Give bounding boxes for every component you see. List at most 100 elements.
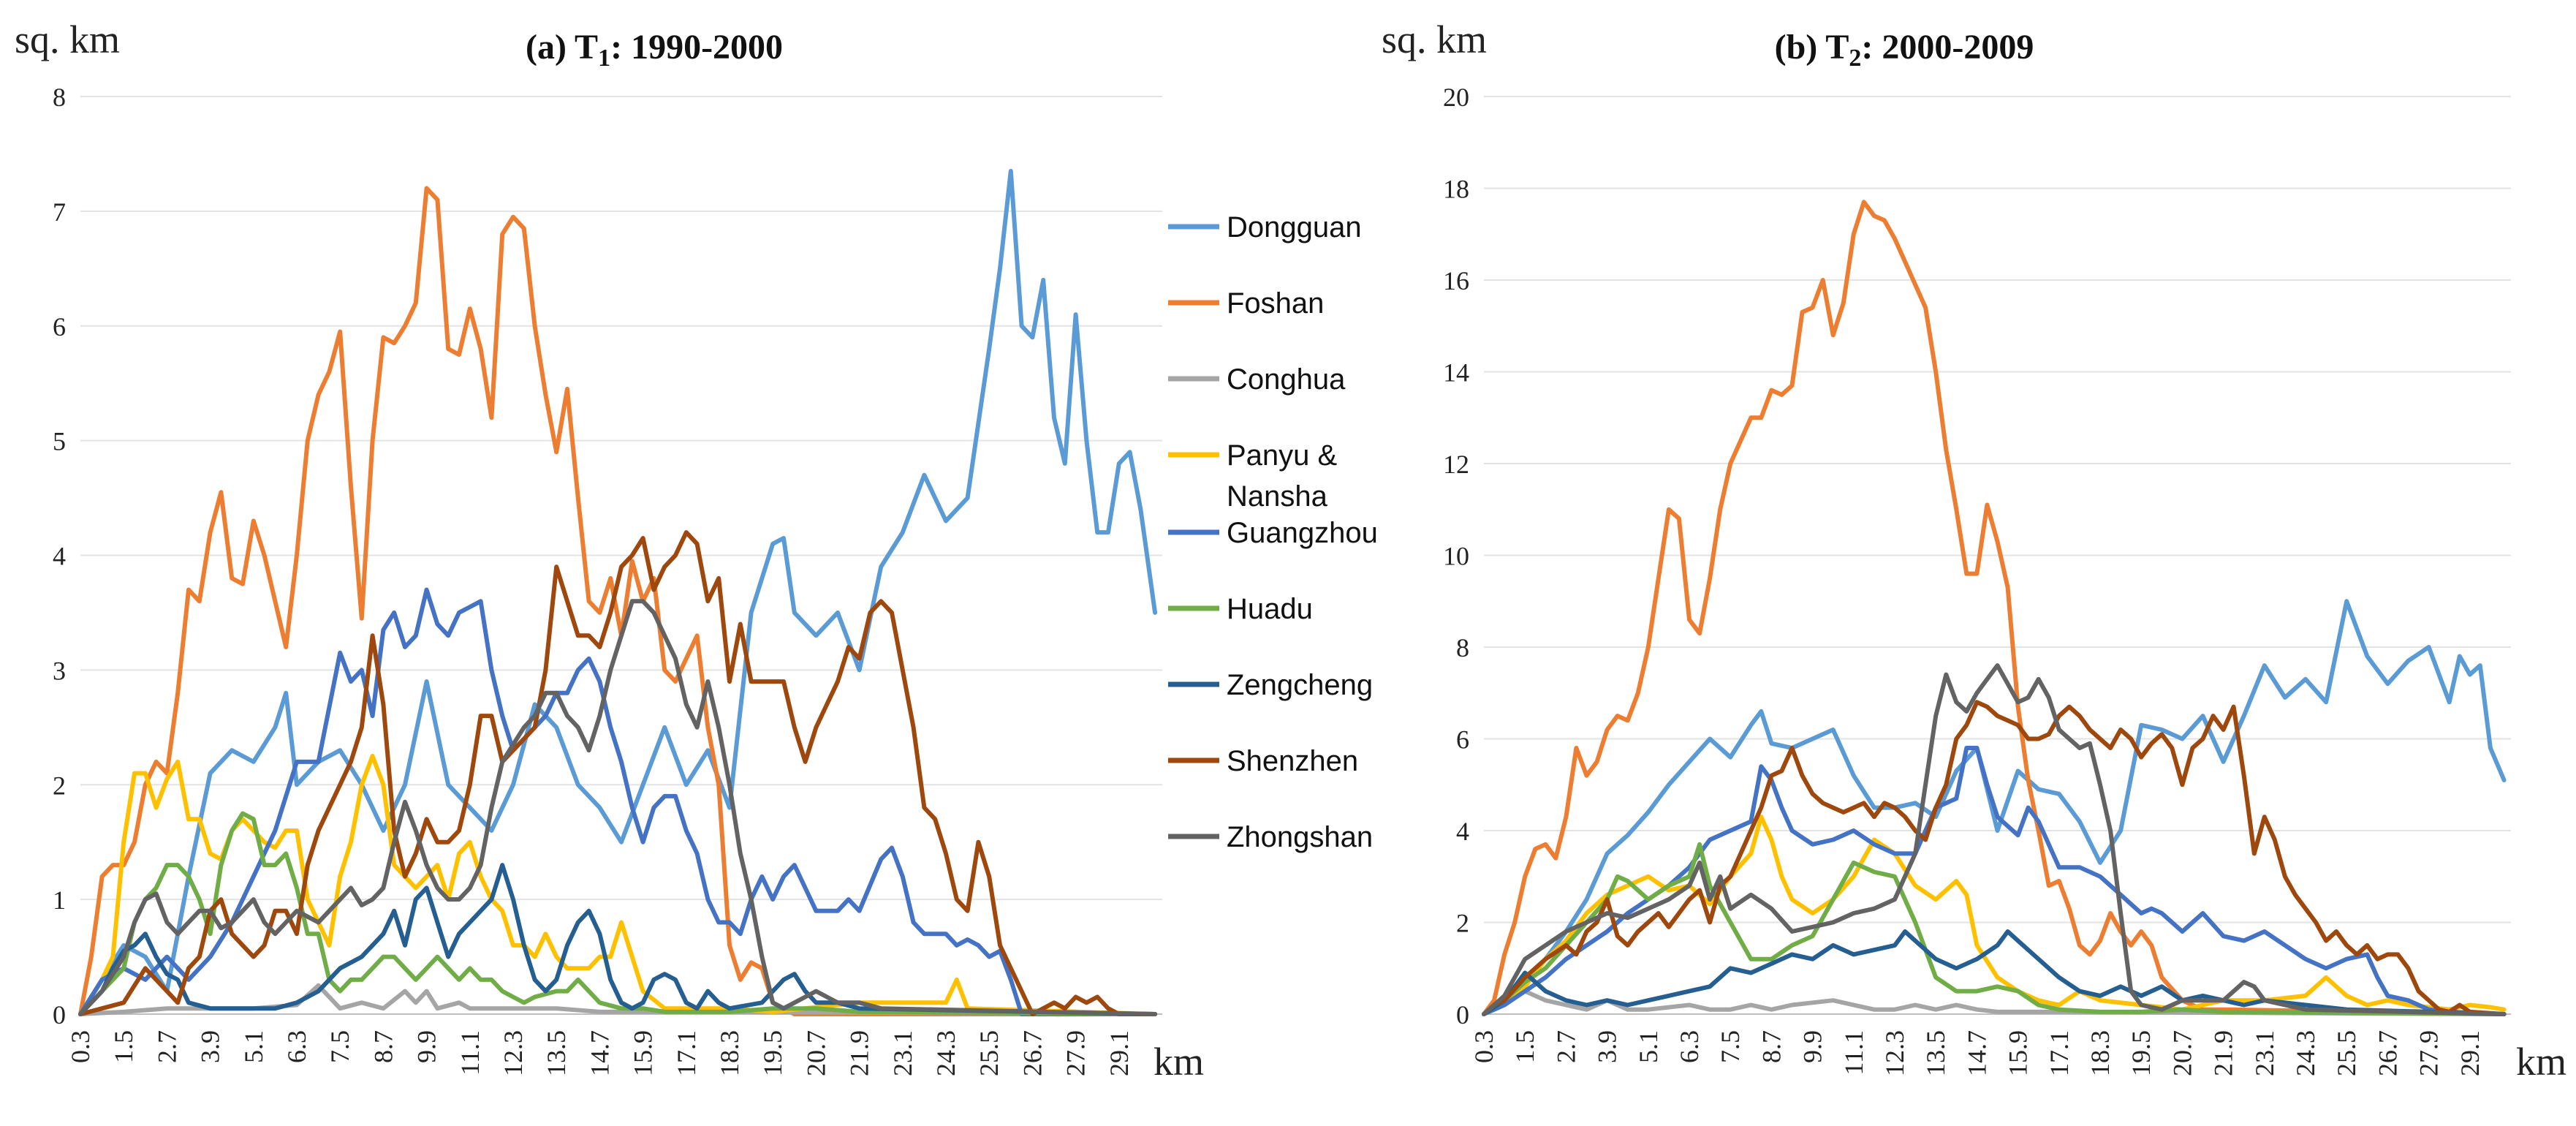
x-tick-label: 3.9 — [196, 1030, 225, 1063]
y-tick-label: 4 — [53, 542, 66, 571]
x-tick-label: 18.3 — [715, 1030, 744, 1076]
legend: Dongguan Foshan Conghua Panyu & Nansha Guangz… — [1168, 211, 1378, 853]
legend-label-foshan: Foshan — [1227, 287, 1324, 320]
panel-a-y-unit: sq. km — [15, 18, 120, 61]
series-line-zhongshan — [78, 599, 1158, 1016]
x-tick-label: 26.7 — [2373, 1030, 2402, 1076]
y-tick-label: 4 — [1456, 817, 1469, 846]
x-tick-label: 2.7 — [1551, 1030, 1580, 1063]
x-tick-label: 1.5 — [1510, 1030, 1539, 1063]
x-tick-label: 8.7 — [368, 1030, 398, 1063]
y-tick-label: 2 — [1456, 909, 1469, 938]
series-line-zengcheng — [1482, 929, 2507, 1016]
x-tick-label: 24.3 — [2291, 1030, 2320, 1076]
x-tick-label: 17.1 — [2045, 1030, 2074, 1076]
x-tick-label: 3.9 — [1593, 1030, 1622, 1063]
legend-label-huadu: Huadu — [1227, 593, 1313, 625]
x-tick-label: 9.9 — [1798, 1030, 1827, 1063]
x-tick-label: 6.3 — [1675, 1030, 1704, 1063]
x-tick-label: 25.5 — [974, 1030, 1004, 1076]
x-tick-label: 0.3 — [66, 1030, 95, 1063]
panel-a: sq. km (a) T1: 1990-2000 km 0 1 2 3 4 5 6 7 8 0.3… — [15, 18, 1204, 1084]
x-tick-label: 8.7 — [1757, 1030, 1786, 1063]
x-tick-label: 12.3 — [1880, 1030, 1909, 1076]
y-tick-label: 14 — [1443, 358, 1469, 388]
series-line-guangzhou — [78, 587, 1158, 1016]
x-tick-label: 18.3 — [2086, 1030, 2115, 1076]
legend-label-shenzhen: Shenzhen — [1227, 745, 1358, 777]
y-tick-label: 0 — [1456, 1000, 1469, 1029]
series-line-dongguan — [1482, 599, 2507, 1016]
series-line-zhongshan — [1482, 663, 2507, 1016]
y-tick-label: 1 — [53, 885, 66, 915]
x-tick-label: 23.1 — [888, 1030, 917, 1076]
x-tick-label: 27.9 — [1061, 1030, 1091, 1076]
panel-b: sq. km (b) T2: 2000-2009 km 0 2 4 6 8 10 12 14 1… — [1382, 18, 2566, 1084]
y-tick-label: 3 — [53, 656, 66, 685]
x-tick-label: 25.5 — [2332, 1030, 2361, 1076]
x-tick-label: 17.1 — [672, 1030, 701, 1076]
x-tick-label: 20.7 — [801, 1030, 830, 1076]
series-line-foshan — [1482, 200, 2507, 1016]
legend-label-guangzhou: Guangzhou — [1227, 517, 1378, 549]
series-line-huadu — [78, 811, 1158, 1016]
x-tick-label: 1.5 — [109, 1030, 138, 1063]
y-tick-label: 8 — [1456, 633, 1469, 662]
y-tick-label: 20 — [1443, 83, 1469, 112]
panel-b-x-unit: km — [2516, 1040, 2566, 1084]
x-tick-label: 19.5 — [758, 1030, 787, 1076]
panel-a-title: (a) T1: 1990-2000 — [526, 28, 783, 72]
x-tick-label: 27.9 — [2414, 1030, 2444, 1076]
x-tick-label: 11.1 — [455, 1030, 485, 1076]
y-tick-label: 12 — [1443, 450, 1469, 479]
y-tick-label: 16 — [1443, 266, 1469, 295]
x-tick-label: 15.9 — [2004, 1030, 2033, 1076]
x-tick-label: 5.1 — [1634, 1030, 1663, 1063]
x-tick-label: 23.1 — [2250, 1030, 2279, 1076]
x-tick-label: 0.3 — [1469, 1030, 1499, 1063]
x-tick-label: 14.7 — [1962, 1030, 1991, 1076]
x-tick-label: 21.9 — [2209, 1030, 2238, 1076]
x-tick-label: 7.5 — [1716, 1030, 1745, 1063]
series-line-dongguan — [78, 169, 1158, 1016]
y-tick-label: 0 — [53, 1000, 66, 1029]
x-tick-label: 9.9 — [412, 1030, 442, 1063]
y-tick-label: 5 — [53, 427, 66, 456]
legend-label-conghua: Conghua — [1227, 363, 1346, 396]
y-tick-label: 18 — [1443, 175, 1469, 204]
x-tick-label: 20.7 — [2167, 1030, 2197, 1076]
panel-b-title: (b) T2: 2000-2009 — [1775, 28, 2034, 72]
y-tick-label: 10 — [1443, 542, 1469, 571]
x-tick-label: 5.1 — [239, 1030, 268, 1063]
x-tick-label: 13.5 — [542, 1030, 571, 1076]
y-tick-label: 7 — [53, 197, 66, 227]
x-tick-label: 19.5 — [2126, 1030, 2156, 1076]
x-tick-label: 2.7 — [152, 1030, 181, 1063]
x-tick-label: 29.1 — [2455, 1030, 2485, 1076]
x-tick-label: 21.9 — [845, 1030, 874, 1076]
x-tick-label: 15.9 — [629, 1030, 658, 1076]
series-line-panyu-nansha — [1482, 815, 2507, 1016]
x-tick-label: 6.3 — [282, 1030, 311, 1063]
series-line-panyu-nansha — [78, 754, 1158, 1016]
series-line-huadu — [1482, 842, 2507, 1016]
x-tick-label: 12.3 — [499, 1030, 528, 1076]
x-tick-label: 29.1 — [1105, 1030, 1134, 1076]
panel-a-x-unit: km — [1153, 1040, 1204, 1084]
legend-label-zengcheng: Zengcheng — [1227, 669, 1373, 701]
x-tick-label: 11.1 — [1839, 1030, 1868, 1076]
x-tick-label: 24.3 — [931, 1030, 961, 1076]
y-tick-label: 6 — [53, 312, 66, 341]
series-line-zengcheng — [78, 863, 1158, 1016]
y-tick-label: 8 — [53, 83, 66, 112]
y-tick-label: 6 — [1456, 725, 1469, 755]
x-tick-label: 13.5 — [1921, 1030, 1950, 1076]
panel-b-y-unit: sq. km — [1382, 18, 1487, 61]
series-line-shenzhen — [1482, 700, 2507, 1016]
y-tick-label: 2 — [53, 771, 66, 800]
series-line-foshan — [78, 186, 1158, 1016]
series-line-conghua — [1482, 989, 2507, 1016]
x-tick-label: 14.7 — [585, 1030, 614, 1076]
x-tick-label: 26.7 — [1018, 1030, 1047, 1076]
